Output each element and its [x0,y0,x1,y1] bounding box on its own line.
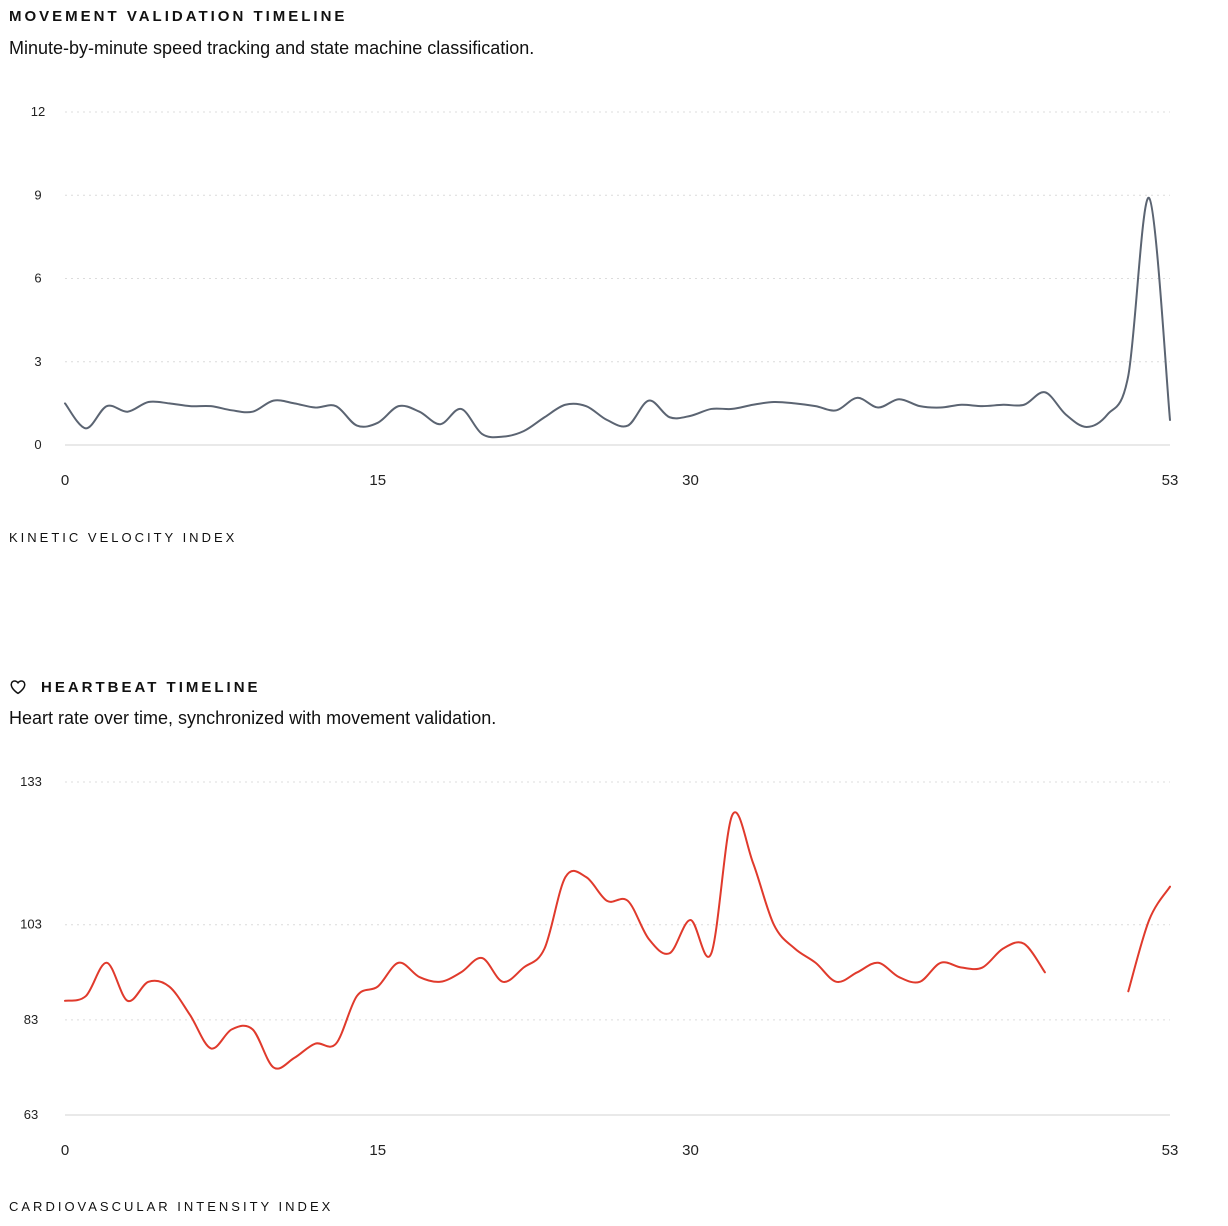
x-tick-label: 30 [682,472,699,489]
heart-section: HEARTBEAT TIMELINE Heart rate over time,… [0,670,1228,1226]
y-tick-label: 83 [24,1012,38,1027]
movement-header: MOVEMENT VALIDATION TIMELINE [9,8,347,25]
y-tick-label: 3 [34,354,41,369]
x-tick-label: 15 [369,472,386,489]
y-tick-label: 133 [20,774,42,789]
series-line [64,196,1171,439]
heart-rate-chart: 63 83 103 133 0 15 30 53 [20,774,1179,1159]
x-tick-label: 30 [682,1142,699,1159]
series-line [64,811,1046,1070]
movement-subtitle: Minute-by-minute speed tracking and stat… [9,38,535,58]
heart-subtitle: Heart rate over time, synchronized with … [9,708,497,728]
movement-footer-label: KINETIC VELOCITY INDEX [9,530,238,545]
x-tick-label: 53 [1162,1142,1179,1159]
y-tick-label: 103 [20,917,42,932]
movement-title: MOVEMENT VALIDATION TIMELINE [9,8,348,25]
series-line [1127,885,1171,993]
movement-section: MOVEMENT VALIDATION TIMELINE Minute-by-m… [0,0,1228,560]
y-tick-label: 9 [34,187,41,202]
x-tick-label: 53 [1162,472,1179,489]
x-tick-label: 0 [61,1142,69,1159]
heart-outline-icon [10,680,26,695]
x-tick-label: 15 [369,1142,386,1159]
heart-title: HEARTBEAT TIMELINE [41,678,261,696]
velocity-chart: 0 3 6 9 12 0 15 30 53 [31,104,1179,489]
y-tick-label: 6 [34,271,41,286]
y-tick-label: 63 [24,1107,38,1122]
y-tick-label: 12 [31,104,45,119]
heart-header: HEARTBEAT TIMELINE [9,678,261,696]
x-tick-label: 0 [61,472,69,489]
y-tick-label: 0 [34,437,41,452]
heart-footer-label: CARDIOVASCULAR INTENSITY INDEX [9,1199,334,1214]
